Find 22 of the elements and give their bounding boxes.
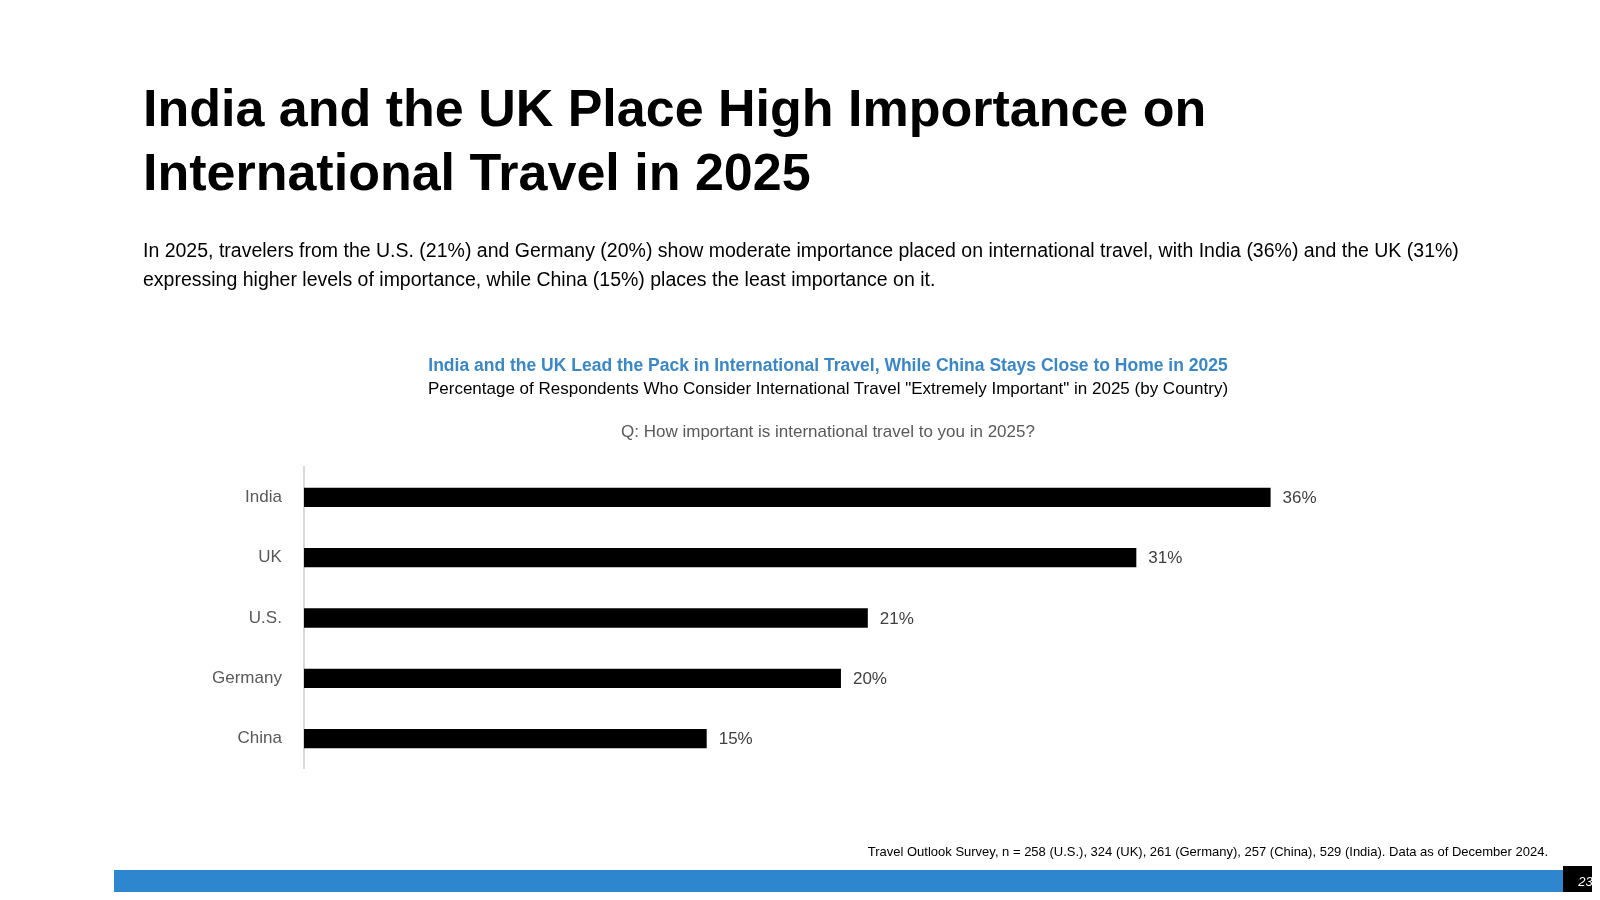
y-tick-label: Germany — [211, 668, 283, 688]
y-tick-label: China — [237, 728, 283, 748]
chart-title: India and the UK Place High Importance on International Travel in 2025 — [143, 78, 1208, 203]
y-tick-label: India — [245, 487, 283, 507]
bar — [303, 548, 1137, 568]
text: India and the UK Lead the Pack in International Travel, While China Stays Close to Home in 2025 — [427, 355, 1229, 376]
chart-subtitle: In 2025, travelers from the U.S. (21%) and Germany (20%) show moderate importance placed on international travel, with India (36%) and the UK (31%) expressing higher levels of importance, while China (15%) places the least importance on it. — [143, 238, 1460, 292]
data-label: 36% — [1282, 488, 1317, 508]
data-label: 21% — [879, 608, 914, 628]
y-tick-label: U.S. — [248, 607, 282, 627]
bar — [303, 668, 841, 688]
text: Q: How important is international travel to you in 2025? — [620, 422, 1036, 442]
y-tick-label: UK — [258, 547, 283, 567]
bar — [303, 728, 707, 749]
text: Travel Outlook Survey, n = 258 (U.S.), 324 (UK), 261 (Germany), 257 (China), 529 (India). Data as of December 2024. — [866, 844, 1548, 859]
text: Percentage of Respondents Who Consider International Travel "Extremely Important" in 2025 (by Country) — [426, 379, 1230, 399]
text: 23 — [1577, 872, 1593, 891]
data-label: 15% — [718, 729, 753, 749]
data-label: 31% — [1148, 548, 1183, 568]
bar — [303, 487, 1271, 508]
bar — [303, 608, 868, 628]
data-label: 20% — [852, 669, 887, 689]
